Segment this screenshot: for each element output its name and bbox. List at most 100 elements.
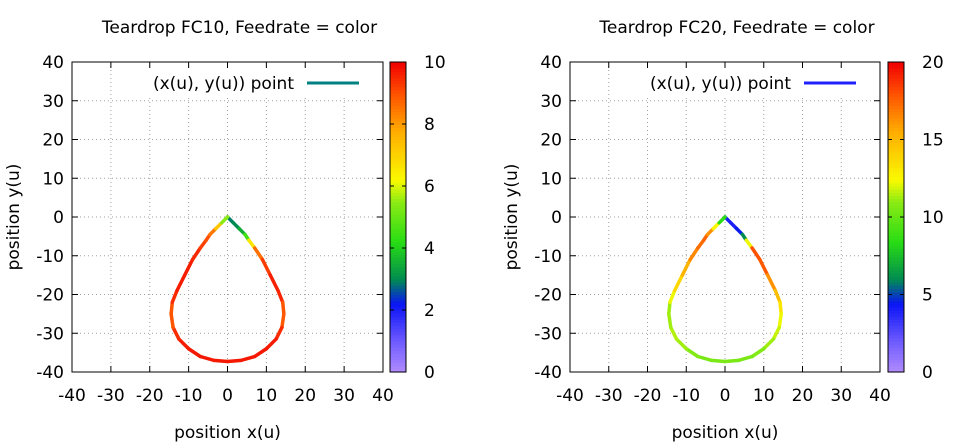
colorbar-tick-label: 5 (922, 286, 933, 306)
colorbar-strip (888, 210, 904, 215)
colorbar-strip (888, 114, 904, 119)
colorbar-strip (888, 124, 904, 128)
colorbar-strip (888, 220, 904, 224)
colorbar-strip (390, 232, 406, 237)
colorbar-strip (888, 164, 904, 168)
y-axis-label: position y(u) (502, 164, 522, 271)
colorbar-strip (888, 96, 904, 100)
data-segment (723, 358, 741, 364)
y-axis-label: position y(u) (4, 164, 24, 271)
colorbar-strip (888, 303, 904, 308)
colorbar-strip (888, 365, 904, 370)
data-segment (225, 358, 243, 364)
colorbar-strip (888, 62, 904, 66)
colorbar-strip (390, 306, 406, 311)
colorbar-tick-label: 0 (424, 363, 435, 383)
data-segment (260, 257, 273, 277)
colorbar-strip (390, 108, 406, 113)
colorbar-strip (390, 96, 406, 100)
x-tick-label: -30 (97, 386, 125, 406)
colorbar-strip (888, 223, 904, 227)
colorbar-strip (888, 241, 904, 246)
x-tick-label: 0 (720, 386, 731, 406)
x-tick-label: 20 (294, 386, 316, 406)
colorbar-strip (390, 139, 406, 144)
colorbar-strip (390, 313, 406, 317)
colorbar-strip (888, 316, 904, 320)
colorbar-strip (888, 217, 904, 221)
colorbar-tick-label: 20 (922, 53, 944, 73)
colorbar-strip (390, 359, 406, 364)
colorbar-strip (390, 223, 406, 227)
colorbar-strip (888, 285, 904, 289)
colorbar-strip (888, 279, 904, 283)
data-segment (239, 354, 257, 363)
data-segment (672, 273, 685, 293)
data-segment (171, 325, 181, 341)
colorbar-strip (888, 226, 904, 230)
colorbar-strip (390, 62, 406, 66)
colorbar-strip (390, 294, 406, 299)
colorbar-strip (390, 164, 406, 168)
y-tick-label: 0 (53, 208, 64, 228)
y-tick-label: -20 (534, 286, 562, 306)
colorbar-strip (390, 155, 406, 159)
colorbar-tick-label: 10 (922, 208, 944, 228)
colorbar-strip (888, 99, 904, 103)
colorbar-strip (390, 86, 406, 91)
colorbar-strip (390, 83, 406, 88)
data-segment (190, 246, 203, 262)
x-tick-label: 40 (869, 386, 891, 406)
colorbar-strip (888, 136, 904, 141)
colorbar-strip (888, 71, 904, 75)
colorbar-strip (888, 341, 904, 345)
y-tick-label: -10 (534, 247, 562, 267)
y-tick-label: 30 (540, 92, 562, 112)
colorbar-strip (888, 334, 904, 339)
data-segment (177, 337, 191, 351)
colorbar-strip (390, 279, 406, 283)
x-tick-label: 40 (372, 386, 394, 406)
colorbar-strip (888, 232, 904, 237)
colorbar-strip (888, 359, 904, 364)
data-segment (252, 347, 269, 359)
colorbar-strip (888, 347, 904, 351)
colorbar-strip (390, 71, 406, 75)
colorbar-strip (390, 310, 406, 314)
colorbar-strip (390, 189, 406, 193)
colorbar-strip (888, 266, 904, 271)
colorbar-tick-label: 8 (424, 115, 435, 135)
colorbar-strip (390, 226, 406, 230)
data-segment (274, 325, 284, 341)
data-segment (771, 325, 781, 341)
data-segment (252, 246, 265, 262)
colorbar-strip (888, 244, 904, 249)
colorbar-strip (390, 322, 406, 327)
data-segment (750, 246, 762, 262)
data-segment (669, 325, 679, 341)
colorbar-strip (390, 136, 406, 141)
x-tick-label: -40 (58, 386, 86, 406)
colorbar-strip (390, 238, 406, 243)
colorbar-strip (888, 213, 904, 218)
colorbar-strip (390, 105, 406, 110)
colorbar-strip (390, 148, 406, 153)
colorbar-strip (390, 89, 406, 94)
y-tick-label: -20 (36, 286, 64, 306)
colorbar-strip (390, 204, 406, 209)
colorbar-strip (390, 297, 406, 302)
y-tick-label: -30 (36, 324, 64, 344)
data-segment (175, 273, 187, 293)
colorbar-strip (390, 102, 406, 106)
colorbar-strip (888, 306, 904, 311)
y-tick-label: 30 (42, 92, 64, 112)
colorbar-strip (888, 74, 904, 79)
x-tick-label: 10 (256, 386, 278, 406)
data-segment (186, 347, 203, 359)
x-tick-label: -20 (136, 386, 164, 406)
data-segment (212, 358, 230, 364)
colorbar-strip (888, 173, 904, 178)
colorbar-strip (390, 65, 406, 69)
data-segment (219, 215, 230, 225)
colorbar-strip (888, 158, 904, 162)
